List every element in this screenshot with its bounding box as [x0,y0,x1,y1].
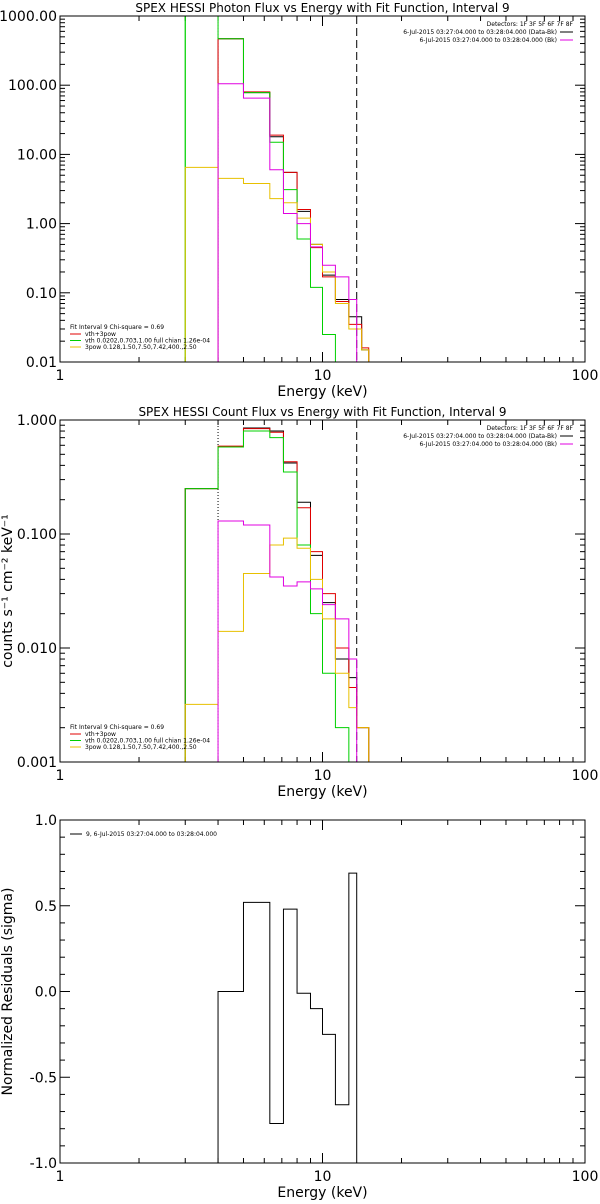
y-tick-label: -0.5 [30,1070,57,1086]
y-tick-label: 0.0 [35,985,57,1001]
x-tick-label: 100 [572,1169,599,1185]
fit-legend-entry: 3pow 0.128,1.50,7.50,7.42,400.,2.50 [85,344,197,351]
y-tick-label: 0.001 [17,755,57,771]
y-tick-label: 1000.00 [0,9,57,25]
y-axis-label: counts s⁻¹ cm⁻² keV⁻¹ [0,514,16,668]
series-line-vth [184,430,358,762]
series-group [184,16,370,362]
legend-header: Detectors: 1F 3F 5F 6F 7F 8F [487,425,574,432]
plot-frame [59,819,586,1164]
x-tick-label: 100 [572,768,599,784]
x-tick-label: 100 [572,368,599,384]
y-tick-label: 0.01 [26,355,57,371]
fit-legend-header: Fit Interval 9 Chi-square = 0.69 [70,724,164,731]
y-tick-label: 0.5 [35,899,57,915]
y-tick-label: 0.010 [17,641,57,657]
legend-entry: 6-Jul-2015 03:27:04.000 to 03:28:04.000 … [403,433,557,440]
series-line-3pow [184,537,370,762]
chart-3: 1 10 100 Energy (keV) -1.0 -0.5 0.0 0.5 1.0 Norma… [0,813,599,1201]
fit-legend-entry: vth 0.0202,0.703,1.00 full chian 1.26e-0… [85,338,210,345]
fit-legend-header: Fit Interval 9 Chi-square = 0.69 [70,324,164,331]
fit-legend-entry: vth 0.0202,0.703,1.00 full chian 1.26e-0… [85,738,210,745]
chart-title: SPEX HESSI Count Flux vs Energy with Fit… [138,405,506,419]
series-line-residuals [217,872,358,1163]
y-tick-label: 100.00 [8,78,57,94]
y-tick-label: 0.10 [26,286,57,302]
y-tick-label: 1.00 [26,217,57,233]
chart-1: SPEX HESSI Photon Flux vs Energy with Fi… [0,1,598,400]
x-tick-label: 10 [314,768,332,784]
x-axis-label: Energy (keV) [277,384,367,400]
series-group [184,427,370,762]
series-line-vth-3pow [184,428,370,762]
x-tick-label: 10 [314,368,332,384]
series-line-vth-3pow [217,38,370,362]
fit-legend-entry: 3pow 0.128,1.50,7.50,7.42,400.,2.50 [85,744,197,751]
x-axis-label: Energy (keV) [277,784,367,800]
series-line-bk [217,83,358,362]
x-tick-label: 1 [56,368,65,384]
y-tick-label: -1.0 [30,1156,57,1172]
y-tick-label: 1.000 [17,413,57,429]
plot-frame [59,419,586,763]
fit-legend-entry: vth+3pow [85,331,116,338]
series-group [217,872,358,1163]
legend-entry: 6-Jul-2015 03:27:04.000 to 03:28:04.000 … [403,29,557,36]
y-tick-label: 10.00 [17,147,57,163]
chart-2: SPEX HESSI Count Flux vs Energy with Fit… [0,405,598,800]
series-line-bk [217,520,358,762]
series-line-data-bk [217,38,370,362]
fit-legend-entry: vth+3pow [85,731,116,738]
residual-legend-entry: 9, 6-Jul-2015 03:27:04.000 to 03:28:04.0… [86,831,217,838]
series-line-vth [184,16,350,362]
x-tick-label: 10 [314,1169,332,1185]
x-tick-label: 1 [56,1169,65,1185]
legend-entry: 6-Jul-2015 03:27:04.000 to 03:28:04.000 … [419,441,557,448]
series-line-3pow [184,166,370,362]
legend-entry: 6-Jul-2015 03:27:04.000 to 03:28:04.000 … [419,37,557,44]
chart-title: SPEX HESSI Photon Flux vs Energy with Fi… [135,1,509,15]
x-tick-label: 1 [56,768,65,784]
x-axis-label: Energy (keV) [277,1185,367,1200]
y-axis-label: Normalized Residuals (sigma) [0,888,16,1096]
plot-frame [59,15,586,363]
y-tick-label: 0.100 [17,527,57,543]
series-line-data-bk [184,427,370,762]
legend-header: Detectors: 1F 3F 5F 6F 7F 8F [487,21,574,28]
y-tick-label: 1.0 [35,813,57,829]
